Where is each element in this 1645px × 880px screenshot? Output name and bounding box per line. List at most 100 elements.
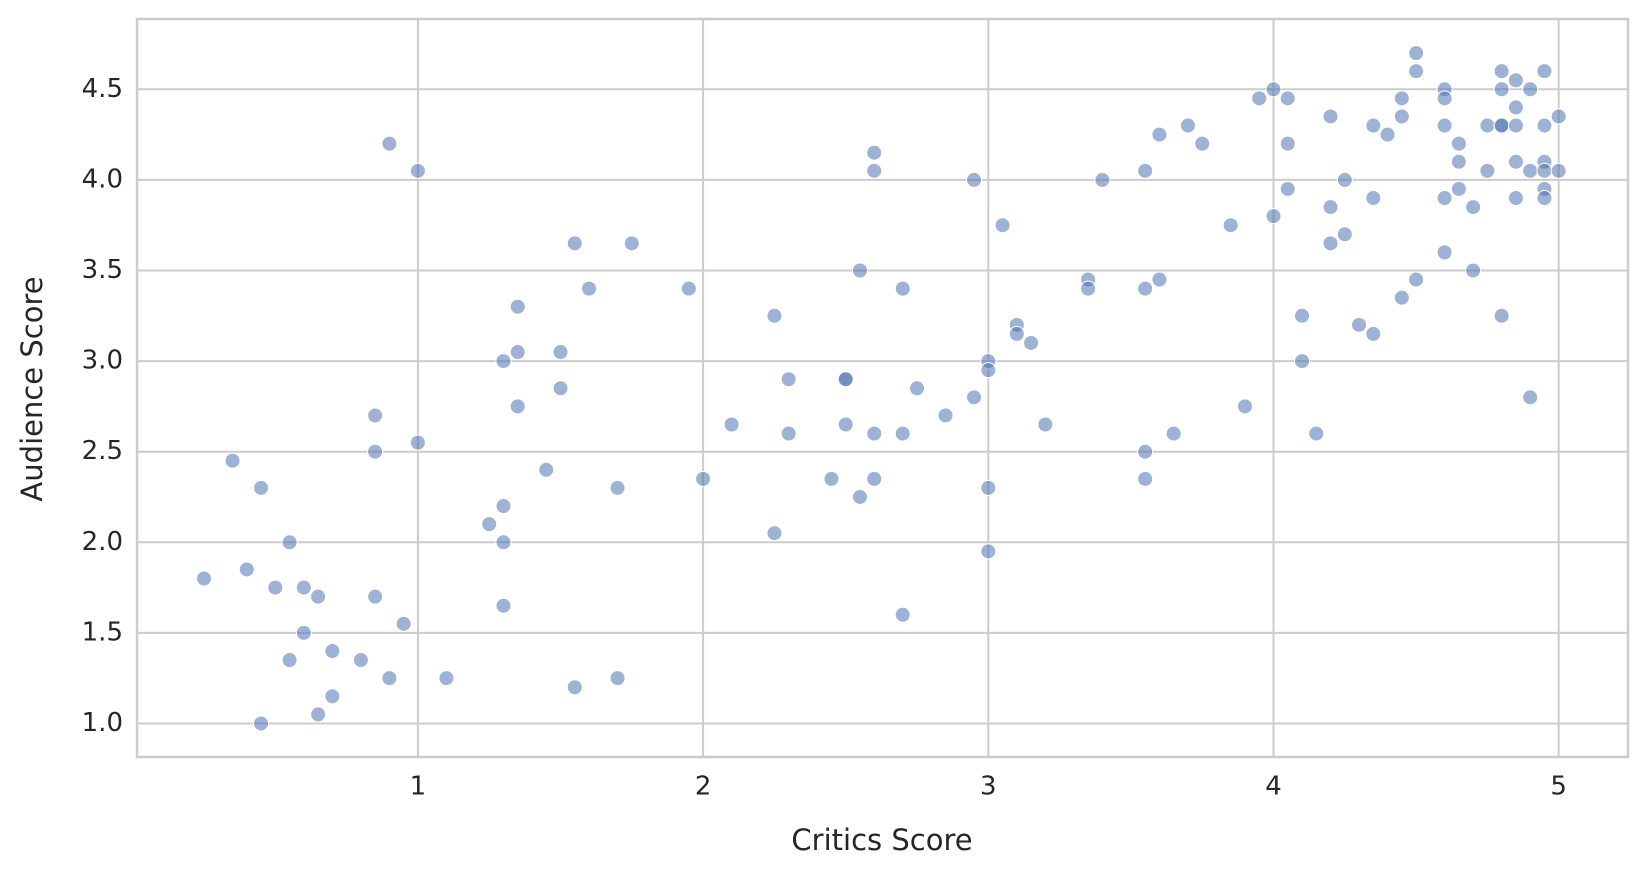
- point: [552, 380, 569, 397]
- point: [1450, 180, 1467, 197]
- point: [1165, 425, 1182, 442]
- point: [481, 516, 498, 533]
- point: [980, 543, 997, 560]
- point: [1465, 199, 1482, 216]
- point: [780, 371, 797, 388]
- point: [766, 525, 783, 542]
- point: [1522, 81, 1539, 98]
- point: [1151, 271, 1168, 288]
- point: [1507, 190, 1524, 207]
- point: [1137, 162, 1154, 179]
- point: [1536, 190, 1553, 207]
- point: [1137, 443, 1154, 460]
- point: [1151, 126, 1168, 143]
- point: [509, 298, 526, 315]
- point: [980, 479, 997, 496]
- point: [1365, 190, 1382, 207]
- point: [1436, 117, 1453, 134]
- point: [1550, 108, 1567, 125]
- point: [1436, 244, 1453, 261]
- point: [966, 171, 983, 188]
- point: [253, 479, 270, 496]
- point: [1393, 90, 1410, 107]
- point: [1351, 316, 1368, 333]
- point: [1251, 90, 1268, 107]
- point: [837, 416, 854, 433]
- point: [1393, 289, 1410, 306]
- point: [281, 534, 298, 551]
- point: [1479, 117, 1496, 134]
- point: [1194, 135, 1211, 152]
- plot-frame: [135, 17, 1630, 759]
- point: [780, 425, 797, 442]
- y-axis-label: Audience Score: [15, 276, 49, 501]
- point: [851, 262, 868, 279]
- point: [1137, 470, 1154, 487]
- point: [1294, 353, 1311, 370]
- point: [1336, 171, 1353, 188]
- point: [367, 407, 384, 424]
- y-tick-label: 4.5: [82, 74, 123, 104]
- point: [1279, 180, 1296, 197]
- point: [609, 670, 626, 687]
- point: [1265, 81, 1282, 98]
- point: [1336, 226, 1353, 243]
- point: [1008, 325, 1025, 342]
- point: [1536, 117, 1553, 134]
- point: [1465, 262, 1482, 279]
- point: [851, 488, 868, 505]
- y-tick-label: 2.5: [82, 436, 123, 466]
- point: [823, 470, 840, 487]
- point: [866, 470, 883, 487]
- point: [1550, 162, 1567, 179]
- point: [866, 425, 883, 442]
- point: [253, 715, 270, 732]
- point: [1365, 117, 1382, 134]
- point: [609, 479, 626, 496]
- point: [1507, 153, 1524, 170]
- point: [1322, 108, 1339, 125]
- point: [1493, 81, 1510, 98]
- point: [994, 217, 1011, 234]
- x-axis-label: Critics Score: [791, 823, 972, 857]
- point: [1507, 117, 1524, 134]
- point: [680, 280, 697, 297]
- point: [837, 371, 854, 388]
- point: [1536, 162, 1553, 179]
- point: [395, 615, 412, 632]
- point: [495, 597, 512, 614]
- y-tick-label: 3.0: [82, 346, 123, 376]
- point: [1522, 389, 1539, 406]
- point: [367, 443, 384, 460]
- x-tick-label: 1: [410, 772, 427, 802]
- point: [381, 135, 398, 152]
- point: [1436, 190, 1453, 207]
- point: [495, 353, 512, 370]
- point: [409, 434, 426, 451]
- point: [1507, 99, 1524, 116]
- point: [495, 498, 512, 515]
- point: [1493, 307, 1510, 324]
- point: [1322, 199, 1339, 216]
- y-tick-label: 4.0: [82, 164, 123, 194]
- point: [295, 624, 312, 641]
- point: [894, 606, 911, 623]
- x-tick-label: 5: [1550, 772, 1567, 802]
- point: [1236, 398, 1253, 415]
- point: [1379, 126, 1396, 143]
- point: [695, 470, 712, 487]
- point: [552, 344, 569, 361]
- point: [1365, 325, 1382, 342]
- point: [324, 643, 341, 660]
- x-tick-label: 2: [695, 772, 712, 802]
- point: [495, 534, 512, 551]
- point: [909, 380, 926, 397]
- point: [1436, 90, 1453, 107]
- x-tick-label: 3: [980, 772, 997, 802]
- point: [1137, 280, 1154, 297]
- point: [509, 344, 526, 361]
- point: [310, 588, 327, 605]
- point: [409, 162, 426, 179]
- point: [980, 362, 997, 379]
- point: [381, 670, 398, 687]
